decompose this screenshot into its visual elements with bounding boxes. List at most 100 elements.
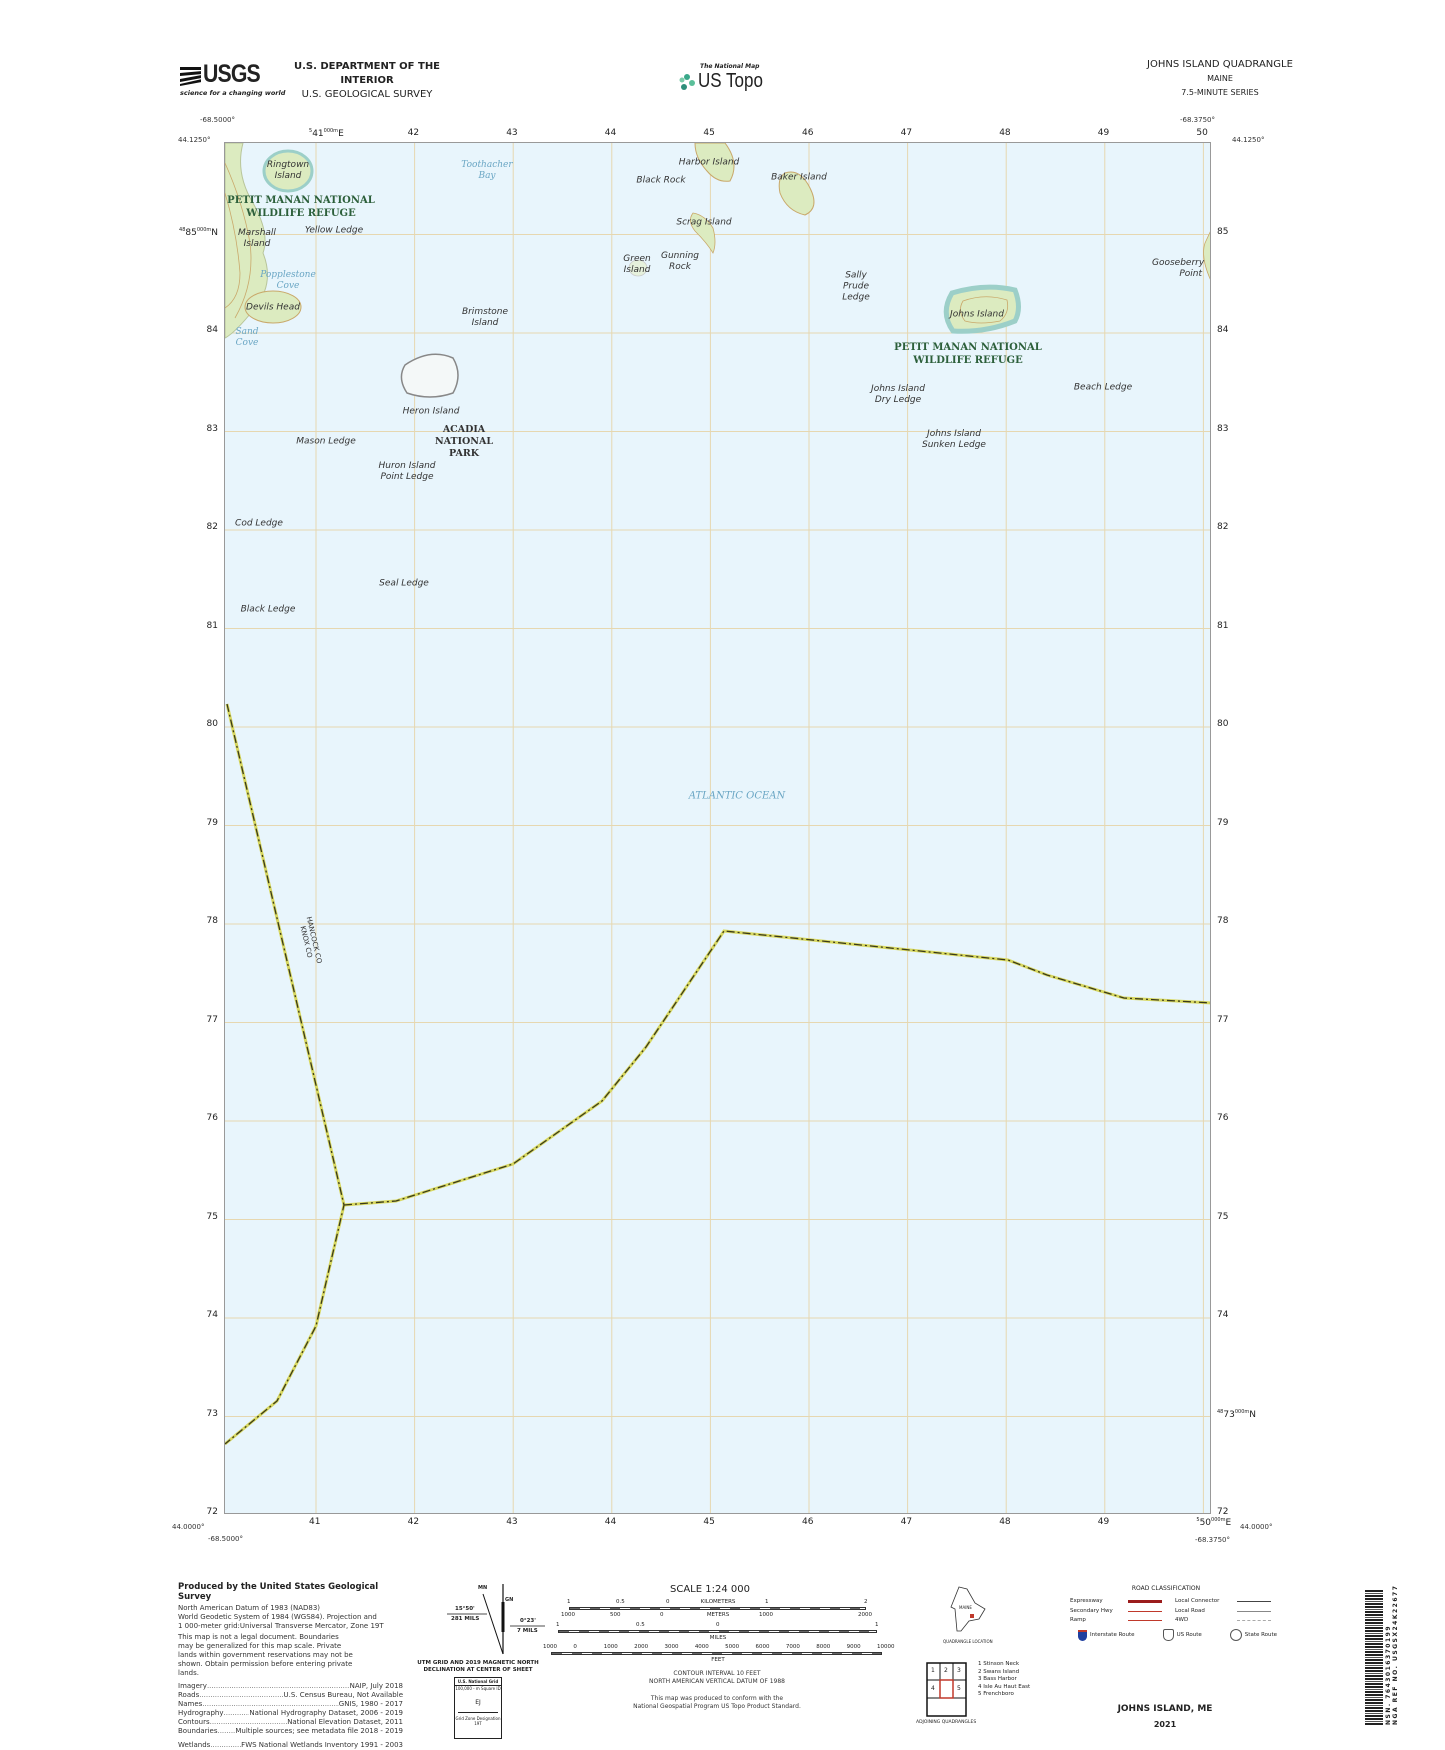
road-symbol bbox=[1128, 1620, 1162, 1622]
marshall-island-land bbox=[225, 143, 268, 339]
label-green-island: Green Island bbox=[623, 254, 651, 275]
scale-title: SCALE 1:24 000 bbox=[670, 1584, 750, 1595]
county-boundary bbox=[225, 703, 1210, 1446]
northing-label: 72 bbox=[1217, 1507, 1229, 1517]
adjoining-quad-name: 3 Bass Harbor bbox=[978, 1676, 1017, 1682]
label-marshall-island: Marshall Island bbox=[238, 228, 276, 249]
northing-label: 77 bbox=[1217, 1014, 1229, 1025]
corner-nw-lat: 44.1250° bbox=[178, 136, 211, 144]
road-legend-row: Local Connector bbox=[1175, 1597, 1271, 1607]
label-popplestone-cove: Popplestone Cove bbox=[260, 270, 316, 291]
label-yellow-ledge: Yellow Ledge bbox=[304, 225, 364, 236]
road-type-label: Local Connector bbox=[1175, 1598, 1220, 1604]
meter-tick: 500 bbox=[610, 1612, 621, 1618]
northing-label: 72 bbox=[206, 1507, 218, 1517]
label-johns-island-sunken-ledge: Johns Island Sunken Ledge bbox=[922, 429, 986, 450]
gn-label: GN bbox=[505, 1597, 514, 1603]
km-tick: 1 bbox=[765, 1599, 769, 1605]
source-value: NAIP, July 2018 bbox=[349, 1682, 403, 1690]
corner-ne-lon: -68.3750° bbox=[1180, 116, 1215, 124]
northing-label: 73 bbox=[206, 1408, 218, 1419]
label-gooseberry-point: Gooseberry Point bbox=[1152, 258, 1205, 279]
road-type-label: Ramp bbox=[1070, 1617, 1086, 1623]
northing-label: 76 bbox=[206, 1113, 218, 1123]
road-legend-row: Expressway bbox=[1070, 1597, 1162, 1607]
road-type-label: Local Road bbox=[1175, 1607, 1205, 1614]
feet-tick: 8000 bbox=[816, 1644, 831, 1650]
label-brimstone-island: Brimstone Island bbox=[461, 307, 509, 328]
us-topo-wordmark: US Topo bbox=[698, 70, 763, 92]
left-mils: 281 MILS bbox=[451, 1616, 480, 1622]
label-ringtown-island: Ringtown Island bbox=[266, 160, 310, 181]
corner-sw-lat: 44.0000° bbox=[172, 1523, 205, 1531]
road-symbol bbox=[1128, 1600, 1162, 1604]
easting-label: 42 bbox=[407, 1517, 420, 1527]
nsn-number: NSN. 7643016370199 bbox=[1385, 1624, 1392, 1725]
usgs-wordmark: USGS bbox=[203, 60, 261, 88]
mile-tick: 1 bbox=[556, 1622, 560, 1628]
adjoining-cell: 1 bbox=[931, 1667, 935, 1674]
northing-label: 4885000mN bbox=[179, 226, 218, 238]
feet-tick: 9000 bbox=[846, 1644, 861, 1650]
source-value: FWS National Wetlands Inventory 1991 - 2… bbox=[241, 1741, 403, 1749]
label-devils-head: Devils Head bbox=[246, 302, 300, 313]
source-name: Names bbox=[178, 1700, 203, 1708]
corner-nw-lon: -68.5000° bbox=[200, 116, 235, 124]
feet-bar bbox=[551, 1652, 882, 1655]
us-route-shield-icon bbox=[1162, 1629, 1174, 1641]
quad-series: 7.5-MINUTE SERIES bbox=[1181, 88, 1259, 97]
label-toothacher-bay: Toothacher Bay bbox=[461, 160, 513, 181]
nga-ref-number: NGA REF NO. USGSX24K22677 bbox=[1392, 1584, 1399, 1725]
us-route-label: US Route bbox=[1176, 1632, 1202, 1638]
quadrangle-block: JOHNS ISLAND QUADRANGLE MAINE 7.5-MINUTE… bbox=[1110, 58, 1330, 100]
national-map-text: The National Map bbox=[700, 63, 760, 70]
feet-tick: 4000 bbox=[694, 1644, 709, 1650]
vertical-datum: NORTH AMERICAN VERTICAL DATUM OF 1988 bbox=[649, 1678, 785, 1685]
adjoining-cell: 2 bbox=[944, 1667, 948, 1674]
conform-line: This map was produced to conform with th… bbox=[650, 1695, 784, 1702]
adjoining-quad-name: 2 Swans Island bbox=[978, 1668, 1020, 1675]
label-acadia-national-park: ACADIA NATIONAL PARK bbox=[434, 424, 494, 459]
northing-label: 84 bbox=[206, 325, 218, 335]
easting-label: 49 bbox=[1097, 1517, 1110, 1527]
topographic-map[interactable]: Ringtown Island PETIT MANAN NATIONAL WIL… bbox=[224, 142, 1211, 1514]
northing-label: 77 bbox=[206, 1014, 218, 1025]
feet-tick: 10000 bbox=[877, 1644, 895, 1650]
km-tick: 0.5 bbox=[616, 1599, 625, 1605]
quad-title: JOHNS ISLAND QUADRANGLE bbox=[1147, 59, 1293, 70]
km-tick: 1 bbox=[567, 1599, 571, 1605]
label-johns-island-dry-ledge: Johns Island Dry Ledge bbox=[871, 384, 925, 405]
easting-label: 45 bbox=[703, 128, 715, 138]
meter-tick: 2000 bbox=[858, 1612, 872, 1618]
label-mason-ledge: Mason Ledge bbox=[296, 436, 356, 447]
barcode-text: NSN. 7643016370199 NGA REF NO. USGSX24K2… bbox=[1385, 1585, 1399, 1725]
easting-label: 550000mE bbox=[1196, 1517, 1232, 1528]
label-atlantic-ocean: ATLANTIC OCEAN bbox=[688, 790, 786, 802]
road-legend-left: Expressway Secondary Hwy Ramp bbox=[1070, 1597, 1162, 1626]
route-legend: Interstate Route US Route State Route bbox=[1078, 1629, 1277, 1641]
quadrangle-location-caption: QUADRANGLE LOCATION bbox=[943, 1639, 993, 1644]
northing-label: 4873000mN bbox=[1217, 1408, 1256, 1420]
meters-label: METERS bbox=[706, 1612, 730, 1618]
corner-sw-lon: -68.5000° bbox=[208, 1535, 243, 1543]
northing-label: 82 bbox=[1217, 522, 1229, 532]
northing-label: 84 bbox=[1217, 325, 1229, 335]
adjoining-cell: 3 bbox=[957, 1667, 961, 1674]
quad-state: MAINE bbox=[1207, 74, 1233, 83]
state-route-label: State Route bbox=[1244, 1632, 1278, 1638]
heron-island bbox=[400, 353, 459, 398]
road-legend-row: 4WD bbox=[1175, 1616, 1271, 1626]
road-type-label: Secondary Hwy bbox=[1070, 1607, 1113, 1614]
meter-tick: 1000 bbox=[759, 1612, 773, 1618]
label-baker-island: Baker Island bbox=[771, 172, 827, 183]
source-name: Imagery bbox=[178, 1682, 207, 1690]
right-angle: 0°23' bbox=[520, 1618, 536, 1624]
label-petit-manan-refuge-east: PETIT MANAN NATIONAL WILDLIFE REFUGE bbox=[894, 342, 1042, 366]
easting-label: 41 bbox=[309, 1517, 321, 1527]
source-name: Roads bbox=[178, 1691, 200, 1699]
km-tick: 2 bbox=[864, 1599, 868, 1605]
easting-label: 541000mE bbox=[309, 128, 344, 139]
adjoining-names: 1 Stinson Neck 2 Swans Island 3 Bass Harbo… bbox=[978, 1661, 1030, 1699]
northing-label: 80 bbox=[206, 719, 218, 729]
gooseberry-point-land bbox=[1203, 231, 1210, 280]
